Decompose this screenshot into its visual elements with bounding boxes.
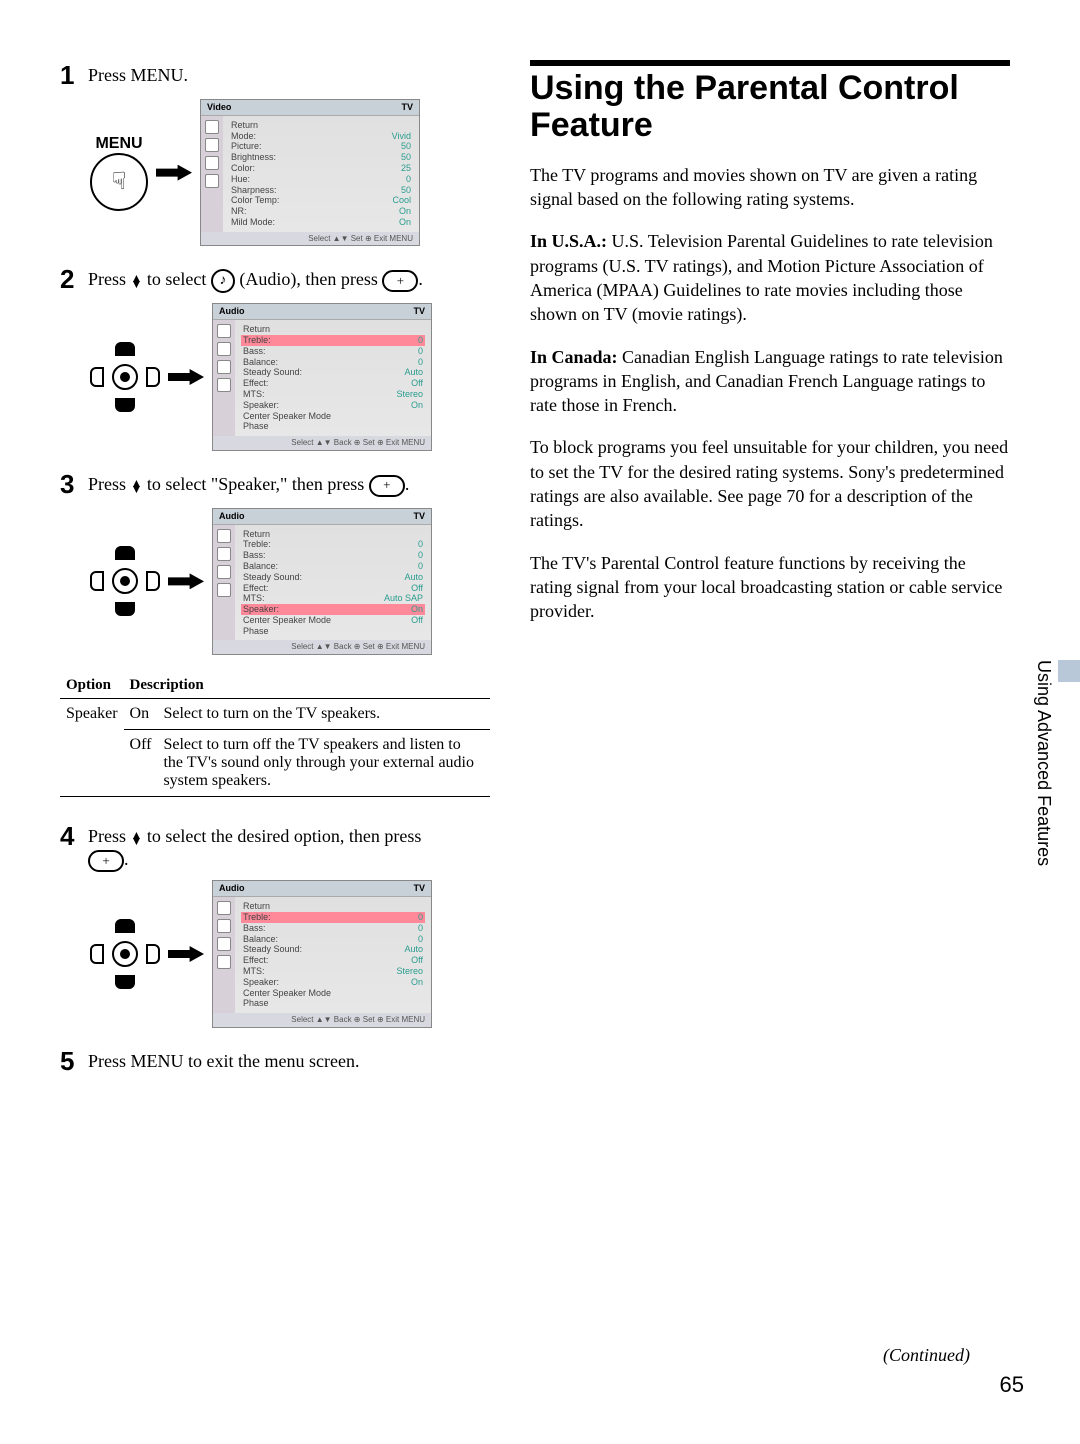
osd-tv: TV	[401, 102, 413, 113]
th-desc: Description	[124, 673, 490, 699]
arrow-icon	[168, 946, 204, 962]
step-1: 1 Press MENU.	[60, 60, 490, 91]
page-number: 65	[1000, 1372, 1024, 1398]
dpad-icon	[90, 919, 160, 989]
th-option: Option	[60, 673, 124, 699]
step-text: Press to select the desired option, then…	[88, 821, 421, 872]
osd-video: VideoTV ReturnMode:VividPicture:50Bright…	[200, 99, 420, 246]
paragraph: To block programs you feel unsuitable fo…	[530, 435, 1010, 532]
step-2: 2 Press to select ♪ (Audio), then press …	[60, 264, 490, 295]
step-num: 2	[60, 264, 88, 295]
arrow-icon	[156, 165, 192, 181]
dpad-icon	[90, 342, 160, 412]
td-opt: Speaker	[60, 699, 124, 730]
menu-button-figure: MENU ☟	[90, 135, 148, 211]
continued-label: (Continued)	[883, 1345, 970, 1366]
updown-icon	[131, 480, 143, 492]
paragraph: The TV's Parental Control feature functi…	[530, 551, 1010, 624]
audio-icon: ♪	[211, 269, 235, 293]
step-3: 3 Press to select "Speaker," then press …	[60, 469, 490, 500]
paragraph: The TV programs and movies shown on TV a…	[530, 163, 1010, 212]
section-title: Using the Parental Control Feature	[530, 70, 1010, 145]
step-num: 5	[60, 1046, 88, 1077]
step-4: 4 Press to select the desired option, th…	[60, 821, 490, 872]
step-text: Press MENU to exit the menu screen.	[88, 1046, 359, 1073]
step-num: 1	[60, 60, 88, 91]
right-column: Using the Parental Control Feature The T…	[530, 60, 1010, 1085]
td-off-desc: Select to turn off the TV speakers and l…	[157, 730, 490, 797]
left-column: 1 Press MENU. MENU ☟ VideoTV ReturnMode:…	[60, 60, 490, 1085]
paragraph: In Canada: Canadian English Language rat…	[530, 345, 1010, 418]
osd-footer: Select ▲▼ Set ⊕ Exit MENU	[201, 232, 419, 246]
menu-label: MENU	[90, 135, 148, 153]
enter-icon: +	[88, 850, 124, 872]
option-table: OptionDescription Speaker On Select to t…	[60, 673, 490, 797]
enter-icon: +	[382, 270, 418, 292]
step-num: 4	[60, 821, 88, 852]
osd-title: Video	[207, 102, 231, 113]
diagram-1: MENU ☟ VideoTV ReturnMode:VividPicture:5…	[90, 99, 490, 246]
step-text: Press to select "Speaker," then press +.	[88, 469, 409, 497]
osd-audio-1: AudioTV ReturnTreble:0Bass:0Balance:0Ste…	[212, 303, 432, 450]
td-on: On	[124, 699, 158, 730]
osd-audio-2: AudioTV ReturnTreble:0Bass:0Balance:0Ste…	[212, 508, 432, 655]
paragraph: In U.S.A.: U.S. Television Parental Guid…	[530, 229, 1010, 326]
diagram-4: AudioTV ReturnTreble:0Bass:0Balance:0Ste…	[90, 880, 490, 1027]
side-tab-marker	[1058, 660, 1080, 682]
arrow-icon	[168, 369, 204, 385]
diagram-2: AudioTV ReturnTreble:0Bass:0Balance:0Ste…	[90, 303, 490, 450]
step-text: Press to select ♪ (Audio), then press +.	[88, 264, 423, 293]
title-bar	[530, 60, 1010, 66]
step-num: 3	[60, 469, 88, 500]
step-text: Press MENU.	[88, 60, 188, 87]
updown-icon	[131, 832, 143, 844]
side-tab-label: Using Advanced Features	[1033, 660, 1054, 866]
hand-icon: ☟	[90, 153, 148, 211]
td-on-desc: Select to turn on the TV speakers.	[157, 699, 490, 730]
dpad-icon	[90, 546, 160, 616]
osd-audio-3: AudioTV ReturnTreble:0Bass:0Balance:0Ste…	[212, 880, 432, 1027]
step-5: 5 Press MENU to exit the menu screen.	[60, 1046, 490, 1077]
arrow-icon	[168, 573, 204, 589]
td-off: Off	[124, 730, 158, 797]
enter-icon: +	[369, 475, 405, 497]
updown-icon	[131, 275, 143, 287]
diagram-3: AudioTV ReturnTreble:0Bass:0Balance:0Ste…	[90, 508, 490, 655]
